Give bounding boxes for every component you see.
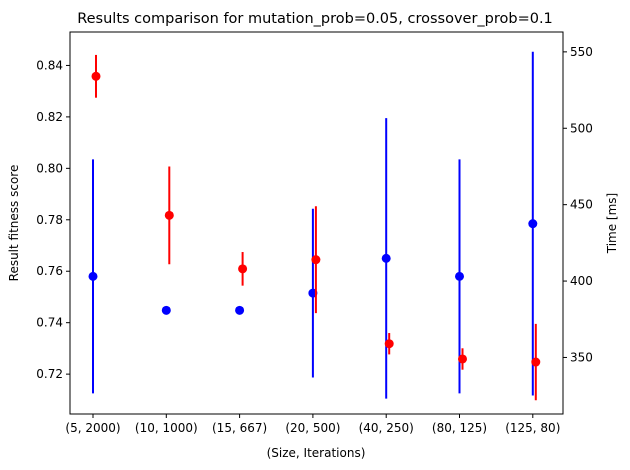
plot-frame — [69, 31, 564, 415]
y2-axis-label: Time [ms] — [605, 193, 619, 255]
left-axis: 0.72 0.74 0.76 0.78 0.80 0.82 0.84 — [36, 58, 70, 381]
plot-area — [88, 51, 541, 401]
x-tick-label: (15, 667) — [212, 421, 267, 435]
data-point — [238, 264, 248, 274]
y2-tick-label: 500 — [570, 121, 593, 135]
data-point — [235, 305, 245, 315]
y2-tick-label: 550 — [570, 45, 593, 59]
x-tick-label: (10, 1000) — [135, 421, 198, 435]
x-axis: (5, 2000) (10, 1000) (15, 667) (20, 500) (40… — [65, 414, 560, 435]
y2-tick-label: 350 — [570, 350, 593, 364]
right-axis: 350 400 450 500 550 — [563, 45, 593, 364]
x-tick-label: (40, 250) — [359, 421, 414, 435]
y2-tick-label: 400 — [570, 274, 593, 288]
data-point — [384, 339, 394, 349]
x-tick-label: (80, 125) — [432, 421, 487, 435]
data-point — [164, 210, 174, 220]
x-tick-label: (125, 80) — [505, 421, 560, 435]
data-point — [381, 253, 391, 263]
data-point — [455, 271, 464, 281]
data-point — [91, 71, 101, 81]
y-axis-label: Result fitness score — [7, 165, 21, 282]
chart-title: Results comparison for mutation_prob=0.0… — [77, 11, 553, 27]
y-tick-label: 0.72 — [36, 367, 63, 381]
x-tick-label: (5, 2000) — [65, 421, 120, 435]
y-tick-label: 0.80 — [36, 161, 63, 175]
data-point — [528, 219, 538, 229]
y-tick-label: 0.76 — [36, 264, 63, 278]
data-point — [531, 357, 541, 367]
y-tick-label: 0.84 — [36, 58, 63, 72]
data-point — [458, 354, 467, 364]
data-point — [88, 271, 98, 281]
x-axis-label: (Size, Iterations) — [267, 446, 366, 460]
y-tick-label: 0.78 — [36, 213, 63, 227]
y2-tick-label: 450 — [570, 198, 593, 212]
x-tick-label: (20, 500) — [285, 421, 340, 435]
y-tick-label: 0.74 — [36, 316, 63, 330]
data-point — [161, 305, 171, 315]
y-tick-label: 0.82 — [36, 110, 63, 124]
data-point — [311, 255, 321, 265]
